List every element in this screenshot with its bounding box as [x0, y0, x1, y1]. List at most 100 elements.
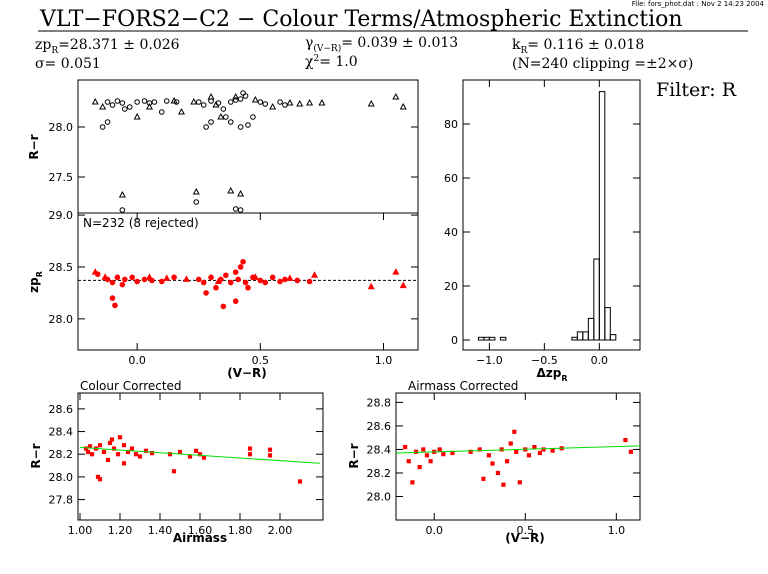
x-tick-label: 1.20: [108, 524, 133, 537]
point: [250, 114, 256, 120]
point: [392, 268, 400, 275]
point: [235, 276, 241, 283]
point: [109, 295, 116, 301]
point: [550, 448, 555, 453]
histogram-bar: [598, 91, 606, 341]
point: [296, 99, 304, 107]
point: [227, 99, 234, 105]
point: [114, 274, 121, 281]
histogram-bar: [499, 336, 507, 341]
point: [247, 446, 253, 451]
x-axis-label: ΔzpR: [536, 366, 567, 383]
point: [232, 298, 239, 305]
k-text: kR= 0.116 ± 0.018: [512, 37, 644, 56]
point: [167, 452, 173, 457]
symbol: χ: [305, 54, 314, 70]
point: [104, 99, 111, 105]
point: [486, 453, 491, 458]
point: [406, 459, 411, 464]
point: [242, 279, 249, 286]
y-tick-label: 28.0: [49, 313, 74, 326]
point: [245, 284, 251, 291]
point: [277, 99, 283, 105]
plot-frame: [77, 212, 419, 351]
point: [87, 444, 93, 449]
point: [141, 276, 148, 283]
point: [182, 275, 190, 282]
point: [240, 258, 246, 265]
y-tick-label: 28.6: [367, 420, 392, 433]
point: [232, 97, 239, 103]
point: [107, 440, 113, 445]
point: [367, 282, 375, 290]
label-main: R−r: [29, 443, 43, 468]
point: [257, 277, 264, 284]
symbol: k: [512, 37, 521, 53]
point: [119, 100, 126, 106]
histogram-bar: [604, 307, 611, 341]
fit-line: [79, 446, 321, 464]
point: [187, 454, 193, 459]
label-main: Airmass: [173, 531, 227, 545]
point: [214, 277, 222, 284]
point: [133, 112, 141, 120]
point: [367, 99, 375, 107]
point: [143, 448, 149, 453]
filter-label: Filter: R: [656, 79, 737, 101]
point: [217, 112, 225, 120]
point: [227, 119, 234, 125]
point: [193, 448, 199, 453]
point: [269, 102, 277, 110]
point: [223, 272, 229, 279]
point: [97, 477, 103, 482]
x-axis-label: (V−R): [227, 366, 267, 380]
x-tick-label: −1.0: [476, 354, 503, 367]
point: [134, 99, 140, 105]
point: [177, 449, 183, 455]
point: [282, 276, 288, 283]
point: [399, 281, 407, 289]
point: [526, 453, 532, 458]
histogram-bar: [609, 334, 617, 341]
point: [203, 290, 209, 296]
point: [424, 453, 430, 458]
y-tick-label: 0: [451, 334, 458, 347]
y-axis-label: zpR: [27, 271, 44, 293]
point: [392, 92, 400, 100]
point: [212, 100, 220, 108]
point: [207, 92, 215, 100]
point: [213, 284, 219, 291]
point: [146, 100, 153, 106]
point: [294, 277, 301, 284]
point: [91, 268, 99, 275]
point: [145, 273, 153, 280]
point: [468, 449, 473, 454]
point: [201, 455, 207, 460]
point: [220, 106, 227, 112]
subscript: R: [51, 46, 58, 56]
point: [541, 447, 546, 452]
plot-frame: [462, 79, 641, 351]
point: [297, 479, 303, 484]
point: [441, 452, 446, 457]
point: [251, 273, 259, 280]
point: [203, 124, 209, 130]
y-tick-label: 28.8: [367, 396, 392, 409]
point: [145, 102, 153, 110]
point: [190, 97, 198, 105]
point: [628, 449, 633, 454]
label-sub: R: [35, 271, 44, 277]
point: [504, 459, 510, 464]
symbol: zp: [35, 37, 51, 53]
point: [399, 102, 407, 110]
point: [490, 461, 495, 466]
x-tick-label: 0.0: [128, 354, 146, 367]
y-tick-label: 28.4: [49, 426, 74, 439]
point: [517, 480, 522, 485]
y-tick-label: 27.8: [49, 494, 74, 507]
y-tick-label: 40: [444, 226, 458, 239]
point: [208, 119, 214, 125]
x-tick-label: 1.0: [375, 354, 393, 367]
point: [232, 206, 239, 212]
plot-frame: [395, 392, 641, 521]
